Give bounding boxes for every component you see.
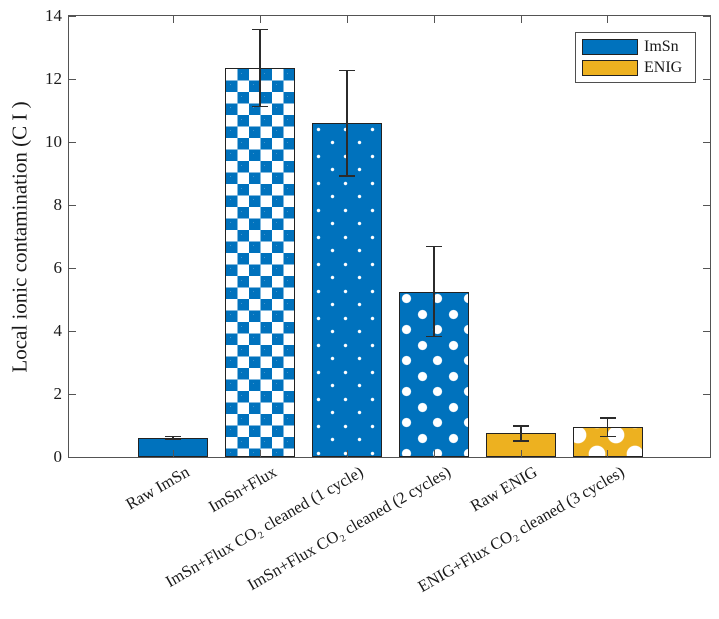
- error-bar-cap-bottom: [513, 440, 529, 442]
- y-tick-right: [703, 456, 710, 458]
- y-tick-left: [69, 15, 76, 17]
- x-tick-top: [172, 16, 174, 23]
- y-tick-label: 14: [45, 6, 62, 25]
- error-bar-cap-bottom: [165, 438, 181, 441]
- error-bar-cap-top: [339, 69, 355, 72]
- y-tick-label: 8: [53, 195, 63, 214]
- y-tick-right: [703, 330, 710, 332]
- y-tick-label: 2: [53, 384, 63, 403]
- x-tick-bottom: [259, 450, 261, 457]
- bar-2: [225, 67, 295, 457]
- x-tick-top: [607, 16, 608, 23]
- error-bar: [520, 425, 522, 442]
- x-tick-top: [259, 16, 261, 23]
- error-bar-cap-top: [165, 435, 181, 438]
- legend-swatch-enig: [582, 60, 638, 76]
- y-tick-label: 12: [45, 69, 62, 88]
- x-tick-label: ImSn+Flux: [204, 462, 280, 517]
- plot-area: [68, 15, 711, 458]
- y-tick-label: 6: [53, 258, 63, 277]
- error-bar-cap-top: [252, 28, 268, 31]
- y-tick-left: [69, 267, 76, 269]
- x-tick-bottom: [346, 450, 348, 457]
- error-bar-cap-bottom: [252, 105, 268, 108]
- error-bar: [606, 417, 609, 438]
- y-tick-label: 10: [45, 132, 62, 151]
- y-tick-label: 4: [53, 321, 63, 340]
- y-tick-right: [703, 15, 710, 17]
- y-tick-left: [69, 78, 76, 80]
- x-tick-top: [520, 16, 522, 23]
- legend-item-enig: ENIG: [582, 59, 689, 77]
- error-bar: [259, 28, 261, 108]
- error-bar: [346, 69, 348, 177]
- error-bar-cap-top: [513, 425, 529, 427]
- error-bar-cap-top: [599, 417, 616, 419]
- error-bar: [172, 435, 174, 441]
- y-tick-left: [69, 141, 76, 143]
- y-tick-right: [703, 267, 710, 269]
- error-bar-cap-bottom: [426, 335, 442, 338]
- x-tick-label: Raw ImSn: [122, 462, 193, 514]
- error-bar-cap-bottom: [339, 175, 355, 177]
- y-tick-label: 0: [53, 447, 63, 466]
- bar-3: [312, 123, 382, 457]
- error-bar-cap-bottom: [599, 435, 616, 438]
- y-tick-left: [69, 456, 76, 458]
- x-tick-bottom: [433, 450, 435, 457]
- x-tick-bottom: [607, 450, 608, 457]
- error-bar-cap-top: [426, 245, 442, 248]
- y-tick-right: [703, 141, 710, 143]
- legend: ImSn ENIG: [575, 32, 696, 83]
- legend-swatch-imsn: [582, 39, 638, 55]
- y-tick-left: [69, 393, 76, 395]
- legend-label-imsn: ImSn: [644, 38, 679, 55]
- y-tick-right: [703, 204, 710, 206]
- x-tick-top: [346, 16, 348, 23]
- y-tick-right: [703, 393, 710, 395]
- x-tick-bottom: [520, 450, 522, 457]
- legend-item-imsn: ImSn: [582, 38, 689, 56]
- y-tick-left: [69, 330, 76, 332]
- y-tick-right: [703, 78, 710, 80]
- x-tick-top: [433, 16, 435, 23]
- y-tick-left: [69, 204, 76, 206]
- error-bar: [433, 245, 435, 338]
- x-tick-bottom: [172, 450, 174, 457]
- legend-label-enig: ENIG: [644, 59, 683, 76]
- x-tick-label: Raw ENIG: [467, 462, 541, 516]
